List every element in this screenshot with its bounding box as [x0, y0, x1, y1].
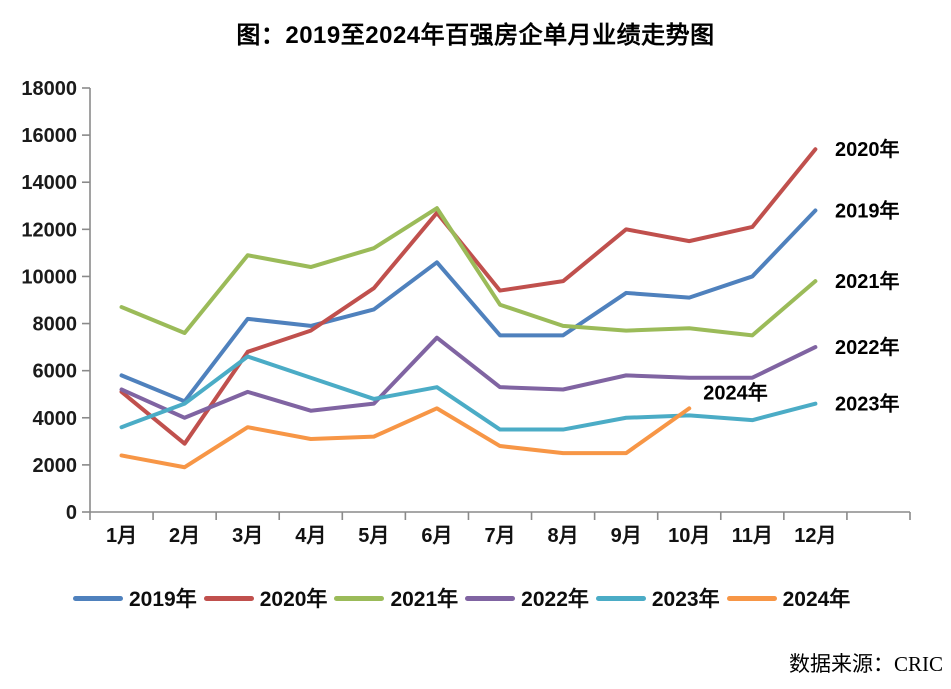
x-tick-label: 7月 — [484, 525, 515, 547]
legend-label-2024年: 2024年 — [782, 588, 851, 611]
x-tick-label: 1月 — [106, 525, 137, 547]
legend-swatch-2021年 — [334, 595, 385, 601]
legend-item-2022年: 2022年 — [465, 583, 589, 613]
legend-label-2020年: 2020年 — [259, 588, 328, 611]
y-tick-label: 8000 — [33, 314, 78, 336]
y-tick-label: 4000 — [33, 408, 78, 430]
legend-label-2023年: 2023年 — [651, 588, 720, 611]
legend-item-2021年: 2021年 — [334, 583, 458, 613]
y-tick-label: 16000 — [21, 125, 77, 147]
series-line-2020年 — [119, 147, 818, 446]
y-tick-label: 0 — [66, 502, 77, 524]
series-year-label-2019年: 2019年 — [835, 198, 900, 222]
y-tick-label: 12000 — [21, 219, 77, 241]
legend-swatch-2023年 — [595, 595, 646, 601]
x-tick-label: 2月 — [169, 525, 200, 547]
x-tick-label: 12月 — [794, 525, 836, 547]
line-chart: 0 2000 4000 6000 8000 10000 12000 14000 16000 180… — [21, 78, 911, 547]
legend-swatch-2022年 — [465, 595, 516, 601]
legend-swatch-2020年 — [203, 595, 254, 601]
legend-item-2020年: 2020年 — [203, 583, 328, 613]
series-year-label-2021年: 2021年 — [835, 269, 900, 293]
series-year-label-2023年: 2023年 — [835, 392, 900, 416]
chart-title: 图：2019至2024年百强房企单月业绩走势图 — [236, 22, 715, 49]
x-tick-label: 9月 — [611, 525, 642, 547]
y-tick-label: 14000 — [21, 172, 77, 194]
series-year-label-2022年: 2022年 — [835, 335, 900, 359]
legend-item-2019年: 2019年 — [73, 583, 197, 613]
x-tick-label: 4月 — [295, 525, 326, 547]
series-line-2022年 — [119, 335, 818, 420]
series-line-2023年 — [119, 354, 818, 432]
legend-swatch-2024年 — [726, 595, 777, 601]
y-tick-label: 6000 — [33, 361, 78, 383]
series-line-2019年 — [119, 208, 818, 404]
series-year-label-2024年: 2024年 — [703, 380, 768, 404]
y-tick-label: 10000 — [21, 266, 77, 288]
x-tick-label: 6月 — [421, 525, 452, 547]
data-source-note: 数据来源：CRIC — [788, 652, 943, 676]
x-tick-label: 5月 — [358, 525, 389, 547]
chart-legend: 2019年 2020年 2021年 2022年 2023年 2024年 — [73, 583, 857, 613]
x-tick-label: 11月 — [732, 525, 773, 547]
legend-swatch-2019年 — [73, 595, 123, 601]
legend-label-2021年: 2021年 — [390, 588, 459, 611]
series-line-2024年 — [119, 406, 692, 470]
legend-label-2022年: 2022年 — [521, 588, 589, 611]
x-tick-label: 10月 — [668, 525, 710, 547]
x-tick-label: 8月 — [548, 525, 579, 547]
y-tick-label: 18000 — [21, 78, 77, 100]
series-year-label-2020年: 2020年 — [835, 137, 900, 161]
legend-item-2023年: 2023年 — [595, 583, 720, 613]
legend-item-2024年: 2024年 — [726, 583, 851, 613]
y-tick-label: 2000 — [33, 455, 78, 477]
series-line-2021年 — [119, 206, 818, 338]
legend-label-2019年: 2019年 — [129, 588, 197, 611]
x-tick-label: 3月 — [232, 525, 263, 547]
